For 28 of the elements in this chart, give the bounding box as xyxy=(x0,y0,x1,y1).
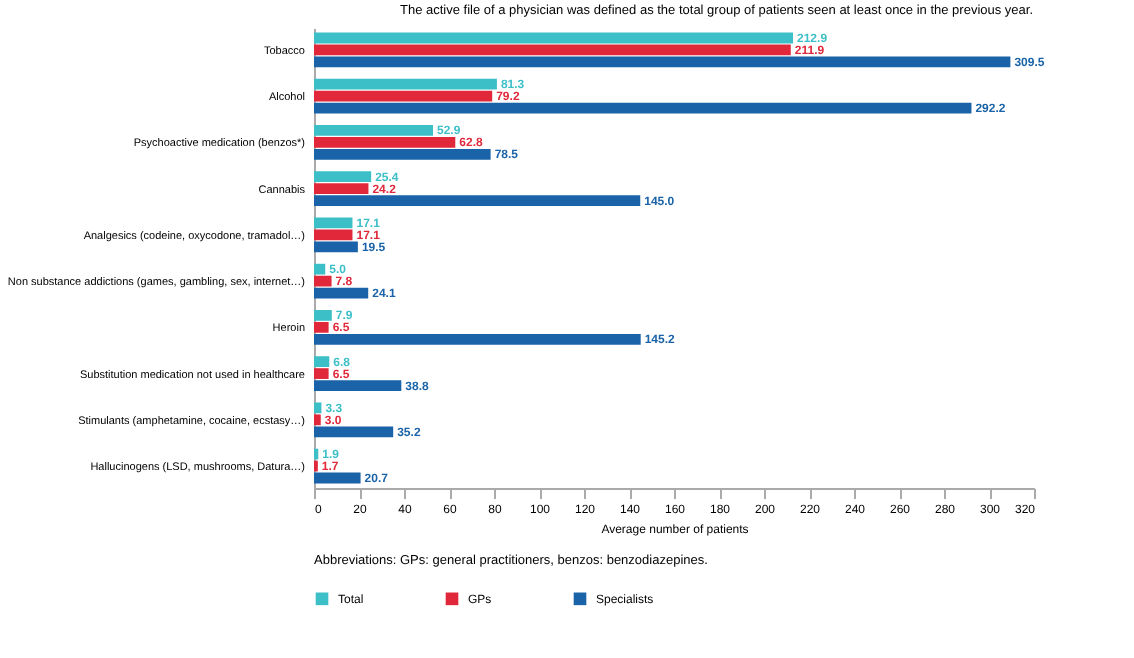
bar xyxy=(314,90,493,102)
bar xyxy=(314,56,1011,68)
bar xyxy=(314,44,791,56)
bar xyxy=(314,426,394,438)
bar xyxy=(314,229,353,241)
bar xyxy=(314,472,361,484)
bar xyxy=(314,275,332,287)
bar xyxy=(314,195,641,206)
bar xyxy=(314,356,330,367)
bar xyxy=(314,310,332,321)
bar xyxy=(314,414,321,426)
bar xyxy=(314,321,329,333)
bar xyxy=(314,78,497,90)
bar xyxy=(314,217,353,229)
bar xyxy=(314,32,794,44)
bar xyxy=(314,171,372,183)
bar xyxy=(314,183,369,195)
bar xyxy=(314,287,369,299)
bar xyxy=(314,137,456,148)
bar xyxy=(314,125,434,136)
bar xyxy=(314,241,358,253)
bar xyxy=(314,149,491,160)
bar xyxy=(314,368,329,379)
bar xyxy=(314,333,641,345)
bar xyxy=(314,102,972,114)
bar xyxy=(314,402,322,414)
bar xyxy=(314,263,326,275)
bar xyxy=(314,380,402,391)
